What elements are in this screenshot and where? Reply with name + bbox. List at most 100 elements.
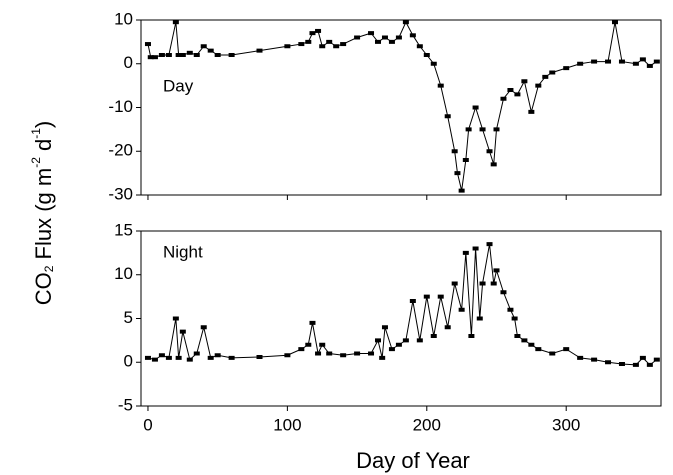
y-tick-label: -5 [118,395,133,414]
data-point [315,351,322,356]
data-point [577,61,584,66]
x-axis-label: Day of Year [356,448,470,473]
data-point [305,342,312,347]
plot-frame [140,230,662,407]
data-point [298,42,305,47]
x-tick-label: 300 [552,415,580,434]
y-tick-label: 0 [124,352,133,371]
data-point [409,299,416,303]
data-point [256,355,263,359]
data-point [326,351,333,356]
data-point [430,334,437,338]
x-tick-label: 100 [273,415,301,434]
data-point [319,44,326,49]
data-point [563,347,570,352]
panel-label: Day [163,76,194,95]
data-point [486,242,493,247]
data-point [179,329,186,334]
data-point [490,162,497,167]
data-point [632,362,639,367]
data-point [381,325,388,330]
data-point [416,338,423,343]
data-point [618,362,625,366]
data-point [646,63,653,68]
data-point [444,325,451,330]
data-point [228,53,235,57]
data-point [486,149,493,154]
data-point [591,59,598,64]
data-line [147,21,658,191]
data-point [368,31,375,36]
y-tick-label: 15 [114,220,133,239]
data-point [354,351,361,356]
x-tick-label: 0 [143,415,152,434]
data-point [458,188,465,193]
data-point [479,127,486,132]
y-tick-label: 5 [124,308,133,327]
data-point [472,105,479,110]
data-point [333,44,340,49]
data-point [158,353,165,358]
data-point [395,35,402,40]
data-point [207,355,214,360]
data-point [165,53,172,57]
data-point [144,42,151,47]
data-point [315,28,322,33]
data-point [653,357,660,362]
data-point [476,316,483,321]
data-point [207,48,214,53]
data-point [500,290,507,295]
data-point [451,149,458,154]
data-point [458,307,465,312]
y-label-sup: -1 [29,128,43,139]
data-point [535,83,542,88]
data-point [402,338,409,343]
y-tick-label: 0 [124,53,133,72]
data-point [639,355,646,360]
y-tick-label: 10 [114,264,133,283]
data-point [186,50,193,55]
data-point [437,83,444,88]
data-point [214,53,221,57]
data-point [144,355,151,360]
y-label-sup: -2 [29,157,43,168]
data-point [563,66,570,71]
data-point [535,347,542,352]
data-point [193,53,200,57]
y-label-part: Flux (g m [31,168,56,266]
data-point [462,158,469,162]
data-point [374,338,381,343]
data-point [200,44,207,49]
data-point [284,353,291,358]
data-point [284,44,291,49]
data-point [528,342,535,347]
data-point [605,360,612,365]
data-point [507,307,514,312]
data-point [256,48,263,53]
data-point [465,127,472,132]
y-tick-label: -10 [108,97,133,116]
data-point [490,281,497,286]
data-point [402,20,409,25]
y-label-sub: 2 [42,265,56,272]
data-point [416,44,423,49]
data-point [611,20,618,25]
data-point [298,347,305,352]
x-tick-label: 200 [413,415,441,434]
y-tick-label: -30 [108,184,133,203]
data-point [454,171,461,176]
data-point [493,127,500,132]
data-point [423,53,430,57]
data-point [158,53,165,57]
data-point [430,61,437,66]
data-point [632,61,639,66]
plot-frame [140,19,662,196]
data-point [374,39,381,44]
data-point [462,250,469,255]
data-point [409,33,416,38]
data-point [472,246,479,251]
data-point [147,55,154,60]
data-point [326,39,333,44]
data-point [340,353,347,358]
data-point [175,53,182,57]
